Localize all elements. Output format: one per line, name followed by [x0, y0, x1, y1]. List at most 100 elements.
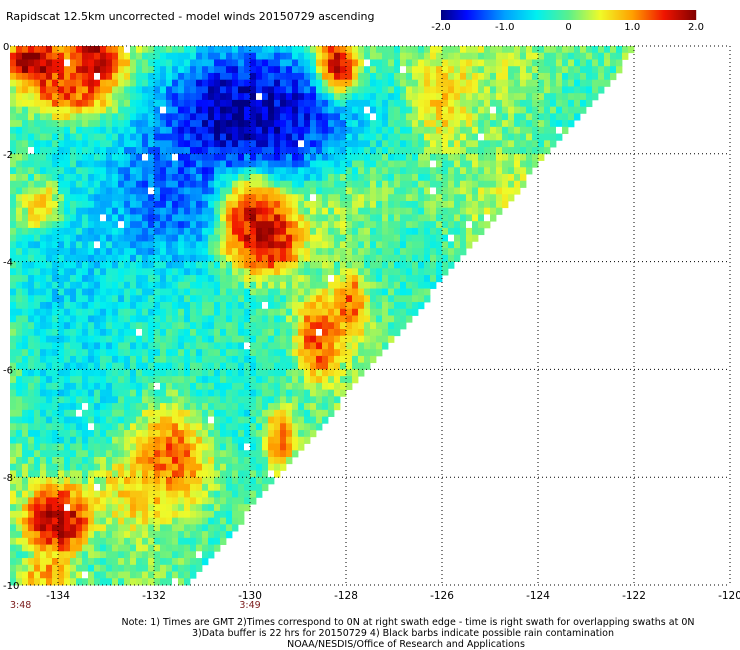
heatmap-cell [250, 180, 257, 188]
heatmap-cell [160, 382, 167, 391]
heatmap-cell [184, 66, 191, 74]
heatmap-cell [142, 470, 149, 478]
heatmap-cell [346, 126, 353, 134]
heatmap-cell [64, 99, 71, 108]
heatmap-cell [100, 443, 107, 451]
heatmap-cell [238, 281, 245, 289]
heatmap-cell [70, 322, 77, 330]
heatmap-cell [142, 140, 149, 148]
heatmap-cell [424, 72, 431, 81]
heatmap-cell [190, 551, 197, 559]
heatmap-cell [334, 140, 341, 148]
heatmap-cell [196, 227, 203, 236]
heatmap-cell [64, 376, 71, 384]
heatmap-cell [16, 140, 23, 148]
heatmap-cell [202, 275, 209, 283]
heatmap-cell [382, 261, 389, 269]
heatmap-cell [70, 59, 77, 67]
heatmap-cell [214, 113, 221, 121]
heatmap-cell [178, 46, 185, 54]
colorbar-swatch [659, 10, 661, 20]
heatmap-cell [274, 423, 281, 431]
heatmap-cell [16, 281, 23, 289]
heatmap-cell [304, 221, 311, 229]
heatmap-cell [100, 167, 107, 175]
heatmap-cell [310, 349, 317, 357]
heatmap-cell [322, 120, 329, 128]
heatmap-cell [322, 79, 329, 87]
heatmap-cell [394, 160, 401, 168]
heatmap-cell [166, 564, 173, 572]
heatmap-cell [166, 436, 173, 444]
heatmap-cell [172, 531, 179, 539]
heatmap-cell [196, 537, 203, 545]
heatmap-cell [16, 308, 23, 316]
heatmap-cell [352, 153, 359, 161]
heatmap-cell [52, 221, 59, 229]
heatmap-cell [238, 423, 245, 431]
heatmap-cell [70, 302, 77, 310]
heatmap-cell [232, 174, 239, 182]
heatmap-cell [244, 389, 251, 397]
heatmap-cell [202, 79, 209, 87]
heatmap-cell [208, 302, 215, 310]
heatmap-cell [112, 241, 119, 249]
heatmap-cell [388, 66, 395, 74]
heatmap-cell [304, 194, 311, 202]
heatmap-cell [376, 328, 383, 337]
heatmap-cell [100, 564, 107, 572]
heatmap-cell [334, 248, 341, 256]
heatmap-cell [58, 328, 65, 337]
heatmap-cell [232, 133, 239, 141]
heatmap-cell [412, 160, 419, 168]
heatmap-cell [232, 214, 239, 222]
heatmap-cell [34, 106, 41, 114]
heatmap-cell [238, 79, 245, 87]
heatmap-cell [388, 52, 395, 60]
heatmap-cell [106, 416, 113, 424]
heatmap-cell [364, 180, 371, 188]
heatmap-cell [142, 66, 149, 74]
heatmap-cell [298, 281, 305, 289]
heatmap-cell [28, 436, 35, 444]
heatmap-cell [100, 288, 107, 296]
heatmap-cell [298, 180, 305, 188]
heatmap-cell [58, 524, 65, 532]
heatmap-cell [118, 254, 125, 262]
heatmap-cell [88, 52, 95, 60]
heatmap-cell [214, 120, 221, 128]
heatmap-cell [352, 288, 359, 296]
heatmap-cell [148, 524, 155, 532]
heatmap-cell [202, 443, 209, 451]
heatmap-cell [298, 308, 305, 316]
heatmap-cell [148, 443, 155, 451]
heatmap-cell [154, 504, 161, 512]
heatmap-cell [88, 369, 95, 377]
heatmap-cell [328, 194, 335, 202]
heatmap-cell [160, 456, 167, 465]
heatmap-cell [76, 227, 83, 236]
heatmap-cell [166, 281, 173, 289]
heatmap-cell [226, 504, 233, 512]
heatmap-cell [106, 194, 113, 202]
heatmap-cell [382, 221, 389, 229]
heatmap-cell [10, 342, 17, 350]
heatmap-cell [316, 234, 323, 242]
heatmap-cell [256, 275, 263, 283]
heatmap-cell [10, 302, 17, 310]
colorbar-swatch [604, 10, 606, 20]
heatmap-cell [112, 93, 119, 101]
heatmap-cell [226, 268, 233, 276]
heatmap-cell [70, 281, 77, 289]
heatmap-cell [58, 234, 65, 242]
heatmap-cell [88, 335, 95, 343]
heatmap-cell [322, 93, 329, 101]
heatmap-cell [22, 342, 29, 350]
heatmap-cell [268, 234, 275, 242]
heatmap-cell [58, 571, 65, 579]
heatmap-cell [76, 288, 83, 296]
colorbar-tick-label: -1.0 [495, 22, 515, 33]
heatmap-cell [202, 120, 209, 128]
heatmap-cell [400, 241, 407, 249]
heatmap-cell [34, 295, 41, 303]
